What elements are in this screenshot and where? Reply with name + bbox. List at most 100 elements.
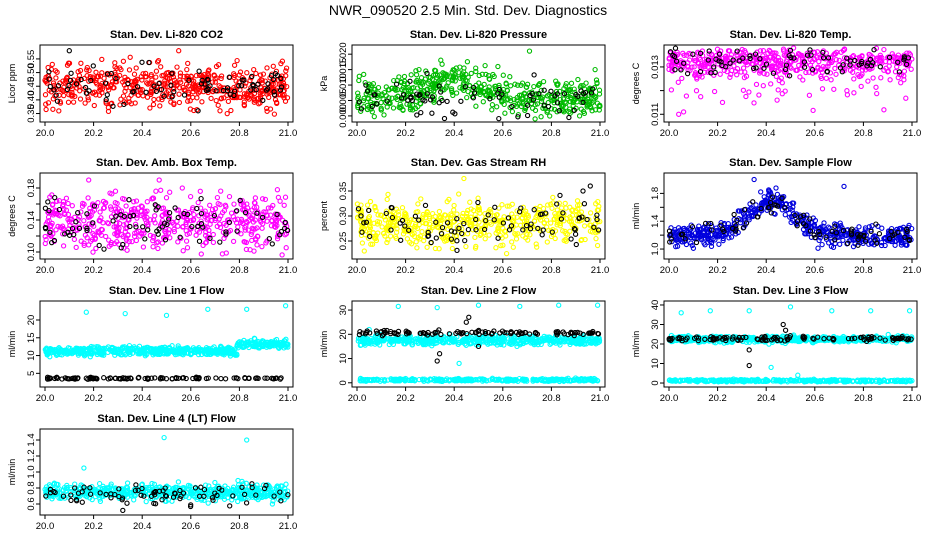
data-point	[284, 304, 288, 308]
data-point	[563, 201, 567, 205]
data-point	[182, 93, 186, 97]
y-axis-label: ml/min	[319, 331, 329, 358]
data-point	[158, 104, 162, 108]
data-point	[232, 202, 236, 206]
data-point	[481, 100, 485, 104]
data-point	[820, 243, 824, 247]
y-axis-label: ml/min	[631, 203, 641, 230]
x-tick-label: 20.4	[445, 128, 464, 139]
data-point	[121, 94, 125, 98]
data-point	[176, 240, 180, 244]
y-tick-label: 0.55	[26, 50, 37, 69]
data-point	[801, 78, 805, 82]
data-point	[145, 200, 149, 204]
data-point	[419, 76, 423, 80]
data-point	[569, 81, 573, 85]
data-point	[490, 108, 494, 112]
data-point	[838, 221, 842, 225]
data-point	[496, 64, 500, 68]
data-point	[211, 232, 215, 236]
data-point	[159, 188, 163, 192]
data-point	[87, 178, 91, 182]
data-point	[852, 77, 856, 81]
data-point	[430, 111, 434, 115]
data-point	[528, 233, 532, 237]
data-point	[102, 376, 106, 380]
data-point	[66, 201, 70, 205]
data-point	[194, 233, 198, 237]
data-point	[225, 112, 229, 116]
data-point	[100, 57, 104, 61]
data-point	[560, 206, 564, 210]
data-point	[209, 96, 213, 100]
data-point	[197, 69, 201, 73]
data-point	[206, 307, 210, 311]
data-point	[78, 97, 82, 101]
data-point	[144, 90, 148, 94]
data-point	[284, 246, 288, 250]
data-point	[219, 189, 223, 193]
data-point	[717, 242, 721, 246]
data-point	[769, 82, 773, 86]
x-tick-label: 21.0	[903, 265, 922, 276]
x-tick-label: 20.0	[348, 128, 367, 139]
y-tick-label: 20	[338, 329, 349, 340]
series-primary	[356, 49, 602, 121]
data-point	[465, 60, 469, 64]
data-point	[94, 70, 98, 74]
data-point	[216, 103, 220, 107]
data-point	[253, 196, 257, 200]
data-point	[192, 213, 196, 217]
chart-title: Stan. Dev. Li-820 CO2	[110, 29, 223, 41]
data-point	[270, 242, 274, 246]
data-point	[214, 99, 218, 103]
data-point	[91, 250, 95, 254]
data-point	[774, 186, 778, 190]
data-point	[141, 245, 145, 249]
data-point	[501, 73, 505, 77]
data-point	[463, 239, 467, 243]
data-point	[87, 243, 91, 247]
data-point	[151, 102, 155, 106]
data-point	[176, 224, 180, 228]
data-point	[415, 246, 419, 250]
y-tick-label: 0.30	[338, 207, 349, 226]
data-point	[508, 75, 512, 79]
data-point	[527, 49, 531, 53]
data-point	[357, 78, 361, 82]
data-point	[72, 100, 76, 104]
data-point	[185, 68, 189, 72]
data-point	[250, 238, 254, 242]
y-tick-label: 0.35	[338, 182, 349, 201]
data-point	[134, 238, 138, 242]
data-point	[226, 99, 230, 103]
x-tick-label: 21.0	[903, 128, 922, 139]
data-point	[832, 87, 836, 91]
y-axis-label: degrees C	[7, 195, 17, 237]
data-point	[82, 219, 86, 223]
y-axis-label: Licor ppm	[7, 64, 17, 104]
x-tick-label: 20.8	[542, 128, 561, 139]
data-point	[66, 100, 70, 104]
data-point	[439, 58, 443, 62]
data-point	[148, 106, 152, 110]
data-point	[408, 103, 412, 107]
x-tick-label: 20.0	[348, 265, 367, 276]
data-point	[462, 176, 466, 180]
data-point	[752, 177, 756, 181]
x-tick-label: 21.0	[591, 265, 610, 276]
data-point	[214, 376, 218, 380]
data-point	[252, 68, 256, 72]
data-point	[423, 203, 427, 207]
data-point	[280, 253, 284, 257]
data-point	[468, 200, 472, 204]
data-point	[164, 196, 168, 200]
data-point	[669, 88, 673, 92]
x-tick-label: 20.4	[445, 265, 464, 276]
data-points	[355, 176, 602, 255]
data-point	[452, 203, 456, 207]
data-point	[265, 66, 269, 70]
x-tick-label: 20.0	[660, 128, 679, 139]
data-point	[62, 244, 66, 248]
data-point	[762, 72, 766, 76]
